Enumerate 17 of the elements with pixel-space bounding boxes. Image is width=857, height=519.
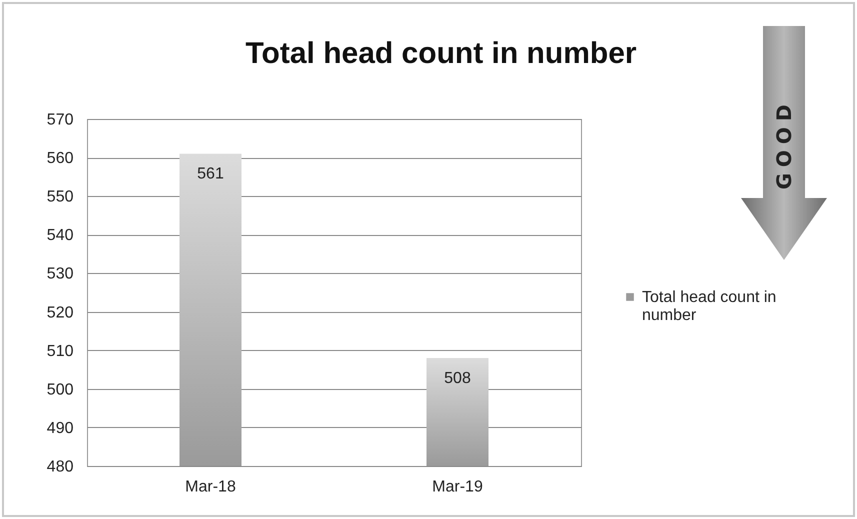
y-tick-label: 480 xyxy=(46,458,74,476)
chart-title: Total head count in number xyxy=(245,37,637,70)
y-tick-label: 540 xyxy=(46,227,74,244)
legend-label: Total head count in number xyxy=(642,289,776,324)
data-label: 561 xyxy=(197,166,224,183)
y-tick-label: 510 xyxy=(46,342,74,360)
text: GOOD xyxy=(772,98,796,190)
y-tick-label: 500 xyxy=(46,381,74,398)
y-tick-label: 490 xyxy=(46,420,74,437)
y-tick-label: 550 xyxy=(46,188,74,206)
x-tick-label: Mar-19 xyxy=(432,478,483,496)
data-label: 508 xyxy=(444,370,471,388)
x-tick-label: Mar-18 xyxy=(185,478,236,496)
y-tick-label: 570 xyxy=(46,112,74,128)
y-tick-label: 560 xyxy=(46,150,74,168)
y-tick-label: 530 xyxy=(46,266,74,283)
y-tick-label: 520 xyxy=(46,304,74,322)
